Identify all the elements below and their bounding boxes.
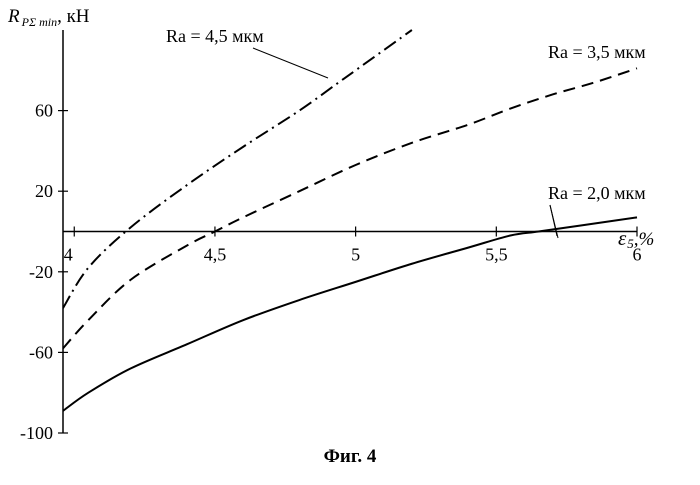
curve-label-leader [550,205,558,238]
x-tick-label: 4,5 [204,245,227,265]
curves [63,30,637,411]
y-tick-label: -60 [29,342,53,362]
curve-label-leader [253,48,328,78]
y-axis-title: RPΣ min, кН [7,6,90,29]
chart-area: 6020-20-60-10044,555,56 Ra = 4,5 мкмRa =… [0,0,700,440]
x-tick-label: 5 [351,245,360,265]
series-line-1 [63,30,412,308]
x-tick-label: 5,5 [485,245,508,265]
y-tick-label: 20 [35,181,53,201]
series-line-3 [63,217,637,410]
y-tick-label: -20 [29,262,53,282]
y-tick-label: 60 [35,101,53,121]
curve-label: Ra = 3,5 мкм [548,42,646,62]
curve-label: Ra = 4,5 мкм [166,26,264,46]
axes [58,30,637,433]
x-tick-label: 4 [64,245,73,265]
y-tick-label: -100 [20,423,53,440]
x-axis-title: ε5,% [618,226,654,251]
curve-label: Ra = 2,0 мкм [548,183,646,203]
curve-labels: Ra = 4,5 мкм Ra = 3,5 мкм Ra = 2,0 мкм [166,26,646,238]
figure-caption: Фиг. 4 [0,446,700,468]
tick-labels: 6020-20-60-10044,555,56 [20,101,642,440]
